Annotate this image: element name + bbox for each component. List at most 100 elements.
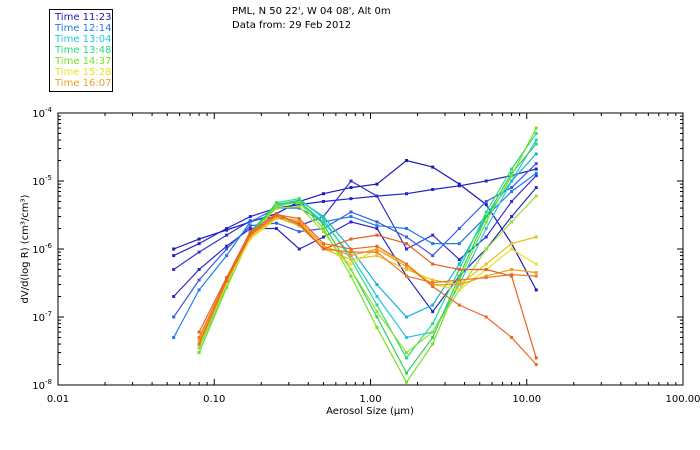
data-point <box>510 174 514 178</box>
data-point <box>457 262 461 266</box>
data-point <box>225 254 229 258</box>
data-point <box>534 152 538 156</box>
data-point <box>534 235 538 239</box>
data-point <box>375 326 379 330</box>
data-point <box>248 231 252 235</box>
data-point <box>375 303 379 307</box>
data-point <box>297 197 301 201</box>
data-point <box>225 227 229 231</box>
data-point <box>274 212 278 216</box>
data-point <box>431 187 435 191</box>
data-point <box>297 203 301 207</box>
data-point <box>172 267 176 271</box>
data-point <box>248 233 252 237</box>
data-point <box>484 262 488 266</box>
series-line <box>173 168 537 257</box>
data-point <box>297 205 301 209</box>
data-point <box>248 224 252 228</box>
data-point <box>297 230 301 234</box>
data-point <box>431 281 435 285</box>
y-tick-label: 10-8 <box>32 378 52 392</box>
data-point <box>405 192 409 196</box>
chart-subtitle: Data from: 29 Feb 2012 <box>232 20 352 31</box>
data-point <box>534 194 538 198</box>
data-point <box>225 244 229 248</box>
data-point <box>321 199 325 203</box>
data-point <box>172 295 176 299</box>
x-axis-label: Aerosol Size (μm) <box>326 406 414 417</box>
data-point <box>534 126 538 130</box>
data-point <box>321 242 325 246</box>
data-point <box>484 276 488 280</box>
data-point <box>431 303 435 307</box>
data-point <box>484 247 488 251</box>
data-point <box>274 221 278 225</box>
data-point <box>172 247 176 251</box>
data-point <box>225 279 229 283</box>
legend: Time 11:23 Time 12:14 Time 13:04 Time 13:48… <box>49 9 113 92</box>
data-point <box>197 342 201 346</box>
data-point <box>321 235 325 239</box>
data-point <box>534 271 538 275</box>
series-line <box>198 217 537 345</box>
data-point <box>457 283 461 287</box>
data-point <box>431 330 435 334</box>
data-point <box>457 242 461 246</box>
data-point <box>431 254 435 258</box>
data-point <box>375 233 379 237</box>
data-point <box>197 335 201 339</box>
data-point <box>297 247 301 251</box>
series-line <box>198 139 537 353</box>
data-point <box>349 247 353 251</box>
data-point <box>297 222 301 226</box>
data-point <box>484 199 488 203</box>
data-point <box>197 288 201 292</box>
data-point <box>197 237 201 241</box>
data-point <box>225 277 229 281</box>
data-point <box>510 215 514 219</box>
data-point <box>225 233 229 237</box>
data-point <box>375 283 379 287</box>
data-point <box>321 230 325 234</box>
data-point <box>457 258 461 262</box>
data-point <box>484 315 488 319</box>
data-point <box>484 235 488 239</box>
data-point <box>457 278 461 282</box>
data-point <box>405 380 409 384</box>
data-point <box>375 310 379 314</box>
data-point <box>431 278 435 282</box>
data-point <box>431 233 435 237</box>
data-point <box>534 138 538 142</box>
data-point <box>349 267 353 271</box>
data-point <box>349 179 353 183</box>
x-tick-label: 10.00 <box>512 394 541 405</box>
data-point <box>172 254 176 258</box>
data-point <box>225 283 229 287</box>
data-point <box>349 215 353 219</box>
data-point <box>405 356 409 360</box>
series-line <box>198 213 537 365</box>
data-point <box>375 224 379 228</box>
data-point <box>484 215 488 219</box>
data-point <box>534 186 538 190</box>
data-point <box>375 227 379 231</box>
y-axis-label: dV/d(log R) (cm³/cm³) <box>20 194 31 303</box>
legend-item: Time 12:14 <box>55 23 112 34</box>
data-point <box>534 262 538 266</box>
data-point <box>225 281 229 285</box>
data-point <box>197 330 201 334</box>
data-point <box>248 235 252 239</box>
legend-item: Time 13:04 <box>55 34 112 45</box>
data-point <box>510 247 514 251</box>
data-point <box>510 167 514 171</box>
chart-title: PML, N 50 22', W 04 08', Alt 0m <box>232 6 391 17</box>
data-point <box>534 131 538 135</box>
plot-frame <box>57 112 684 386</box>
data-point <box>349 220 353 224</box>
data-point <box>405 315 409 319</box>
data-point <box>197 267 201 271</box>
data-point <box>431 342 435 346</box>
data-point <box>534 174 538 178</box>
data-point <box>457 274 461 278</box>
